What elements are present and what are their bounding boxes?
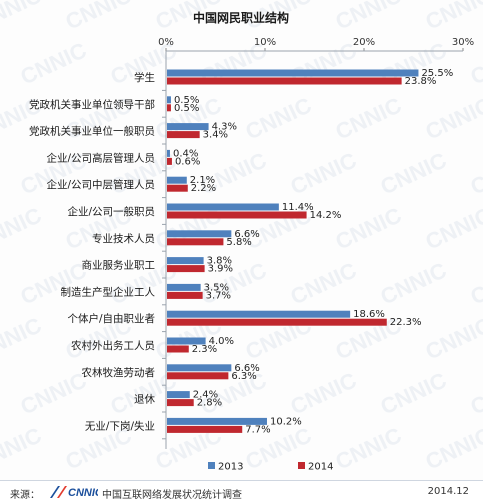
data-label-2014: 22.3% — [390, 317, 422, 328]
data-label-2014: 6.3% — [231, 371, 256, 382]
bar-2014 — [167, 184, 188, 192]
bar-2014 — [167, 211, 307, 219]
bar-2014 — [167, 131, 200, 139]
category-label: 学生 — [134, 71, 155, 84]
bar-2014 — [167, 77, 402, 85]
legend-swatch-2014 — [298, 462, 305, 469]
bar-2013 — [167, 310, 351, 318]
bar-2013 — [167, 203, 279, 211]
category-label: 党政机关事业单位一般职员 — [29, 125, 155, 138]
bar-2014 — [167, 425, 243, 433]
data-label-2013: 6.6% — [234, 229, 259, 240]
bar-2013 — [167, 337, 206, 345]
data-label-2013: 6.6% — [234, 363, 259, 374]
bar-2013 — [167, 417, 267, 425]
cnnic-logo: CNNIC — [50, 486, 98, 499]
data-label-2013: 11.4% — [282, 202, 314, 213]
data-label-2014: 3.9% — [208, 264, 233, 275]
data-label-2013: 3.8% — [207, 256, 232, 267]
data-label-2014: 0.6% — [175, 156, 200, 167]
data-label-2013: 0.5% — [174, 95, 199, 106]
bar-2013 — [167, 123, 209, 131]
bar-2014 — [167, 238, 224, 246]
bar-2014 — [167, 265, 205, 273]
footer: 来源： CNNIC 中国互联网络发展状况统计调查 2014.12 — [0, 480, 483, 504]
bar-2013 — [167, 391, 190, 399]
logo-text: CNNIC — [68, 487, 98, 499]
data-label-2014: 3.7% — [206, 290, 231, 301]
bar-2013 — [167, 283, 201, 291]
data-label-2013: 25.5% — [421, 68, 453, 79]
category-label: 专业技术人员 — [92, 232, 155, 245]
category-label: 党政机关事业单位领导干部 — [29, 98, 155, 111]
category-label: 企业/公司一般职员 — [67, 205, 155, 218]
category-label: 商业服务业职工 — [82, 259, 156, 272]
data-label-2014: 2.2% — [191, 183, 216, 194]
data-label-2013: 0.4% — [173, 148, 198, 159]
bar-2013 — [167, 149, 170, 157]
data-label-2014: 2.3% — [192, 344, 217, 355]
x-tick-label: 20% — [353, 37, 375, 48]
report-date: 2014.12 — [427, 486, 469, 497]
data-label-2014: 7.7% — [245, 424, 270, 435]
category-label: 农林牧渔劳动者 — [82, 366, 156, 379]
data-label-2014: 14.2% — [310, 210, 342, 221]
category-label: 制造生产型企业工人 — [61, 285, 156, 298]
bar-2014 — [167, 345, 189, 353]
data-label-2014: 23.8% — [405, 76, 437, 87]
data-label-2013: 3.5% — [204, 282, 229, 293]
data-label-2014: 5.8% — [226, 237, 251, 248]
bar-2014 — [167, 372, 229, 380]
bar-2013 — [167, 230, 232, 238]
category-label: 企业/公司高层管理人员 — [46, 151, 155, 164]
data-label-2013: 2.4% — [193, 390, 218, 401]
source-label: 来源： — [10, 490, 40, 501]
x-tick-label: 0% — [158, 37, 174, 48]
data-label-2013: 2.1% — [190, 175, 215, 186]
category-label: 无业/下岗/失业 — [85, 419, 155, 432]
data-label-2014: 3.4% — [203, 130, 228, 141]
chart-title: 中国网民职业结构 — [193, 10, 289, 25]
legend-label-2013: 2013 — [218, 462, 243, 473]
x-tick-label: 10% — [254, 37, 276, 48]
bar-2014 — [167, 104, 171, 112]
bar-2013 — [167, 69, 419, 77]
category-label: 退休 — [134, 394, 155, 406]
bar-2014 — [167, 318, 387, 326]
x-tick-label: 30% — [452, 37, 474, 48]
category-label: 企业/公司中层管理人员 — [46, 178, 155, 191]
data-label-2014: 2.8% — [197, 398, 222, 409]
bar-2013 — [167, 96, 171, 104]
category-label: 农村外出务工人员 — [71, 339, 155, 352]
bar-2013 — [167, 257, 204, 265]
legend-swatch-2013 — [208, 462, 215, 469]
survey-text: 中国互联网络发展状况统计调查 — [102, 490, 242, 501]
legend-label-2014: 2014 — [308, 462, 333, 473]
data-label-2014: 0.5% — [174, 103, 199, 114]
data-label-2013: 4.0% — [209, 336, 234, 347]
bar-2014 — [167, 157, 172, 165]
bar-2013 — [167, 176, 187, 184]
data-label-2013: 10.2% — [270, 416, 302, 427]
category-label: 个体户/自由职业者 — [67, 312, 155, 325]
bar-2014 — [167, 399, 194, 407]
bar-2014 — [167, 291, 203, 299]
bar-2013 — [167, 364, 232, 372]
data-label-2013: 4.3% — [212, 122, 237, 133]
data-label-2013: 18.6% — [353, 309, 385, 320]
